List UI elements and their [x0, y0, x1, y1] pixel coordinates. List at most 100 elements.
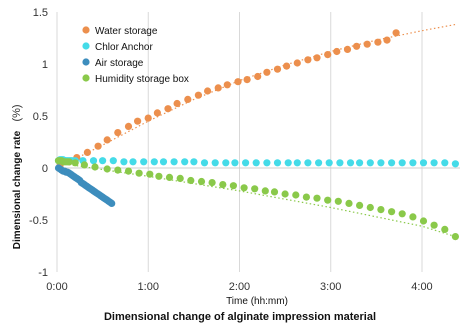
data-point	[124, 122, 133, 130]
data-point	[345, 199, 353, 207]
data-point	[281, 190, 289, 198]
data-point	[284, 159, 292, 167]
data-point	[65, 158, 73, 166]
legend-marker	[82, 58, 90, 66]
data-point	[114, 129, 122, 137]
trend-lines	[56, 23, 456, 238]
data-point	[251, 185, 259, 193]
data-point	[313, 54, 321, 62]
data-point	[263, 159, 271, 167]
data-point	[114, 166, 122, 174]
data-point	[263, 68, 271, 76]
data-point	[140, 158, 148, 166]
data-point	[302, 193, 310, 201]
data-point	[234, 78, 242, 86]
data-point	[336, 159, 344, 167]
data-point	[94, 142, 102, 150]
data-point	[129, 158, 137, 166]
data-point	[231, 159, 239, 167]
data-point	[176, 174, 184, 182]
data-point	[343, 45, 352, 54]
series-points	[54, 164, 116, 207]
data-point	[441, 225, 449, 233]
data-point	[173, 99, 181, 108]
data-point	[89, 157, 98, 165]
data-point	[270, 188, 279, 196]
data-point	[134, 117, 142, 125]
data-point	[273, 65, 282, 73]
data-point	[292, 191, 300, 199]
data-point	[346, 159, 355, 167]
data-point	[356, 201, 364, 209]
data-point	[325, 159, 333, 167]
x-tick-label: 1:00	[138, 281, 159, 293]
data-point	[135, 169, 143, 177]
x-tick-label: 3:00	[320, 281, 341, 293]
data-point	[204, 87, 212, 95]
x-axis-label: Time (hh:mm)	[226, 296, 288, 307]
data-point	[333, 47, 341, 56]
data-point	[150, 158, 158, 166]
data-point	[293, 59, 301, 67]
legend-label: Water storage	[95, 26, 158, 37]
y-tick-label: 1	[42, 59, 48, 71]
series-points	[54, 156, 459, 168]
data-point	[197, 177, 206, 186]
data-point	[353, 42, 361, 50]
data-point	[83, 148, 91, 156]
data-point	[165, 173, 174, 181]
data-point	[91, 163, 99, 171]
data-point	[108, 199, 116, 207]
data-point	[208, 179, 216, 187]
data-point	[451, 160, 459, 168]
data-point	[374, 38, 382, 46]
legend-marker	[82, 26, 90, 34]
data-point	[419, 159, 428, 167]
data-point	[194, 91, 202, 99]
data-point	[324, 196, 332, 204]
data-point	[155, 172, 163, 180]
y-tick-label: -0.5	[29, 215, 48, 227]
y-axis-unit: (%)	[11, 104, 23, 121]
data-point	[164, 105, 172, 113]
data-point	[283, 62, 291, 70]
y-axis-ticks: -1 -0.5 0 0.5 1 1.5	[29, 7, 48, 279]
data-point	[451, 233, 459, 241]
data-point	[120, 158, 128, 166]
data-point	[409, 159, 417, 167]
data-point	[419, 217, 428, 225]
data-point	[430, 221, 438, 229]
data-point	[211, 159, 219, 167]
legend-label: Chlor Anchor	[95, 42, 153, 53]
data-point	[409, 213, 417, 221]
chart-title: Dimensional change of alginate impressio…	[104, 311, 376, 323]
data-point	[398, 159, 406, 167]
data-point	[363, 40, 371, 48]
series-points	[56, 29, 400, 170]
data-point	[293, 159, 301, 167]
data-point	[430, 159, 438, 167]
data-point	[398, 210, 406, 218]
data-point	[103, 136, 111, 144]
data-point	[383, 36, 391, 44]
data-point	[144, 114, 152, 122]
data-point	[388, 208, 396, 216]
data-point	[324, 51, 332, 59]
data-point	[388, 159, 396, 167]
data-point	[254, 72, 262, 81]
y-tick-label: 0	[42, 163, 48, 175]
trend-line	[56, 23, 456, 169]
y-axis-label: Dimensional change rate	[12, 130, 23, 249]
series-points	[54, 157, 459, 241]
data-point	[99, 157, 107, 165]
data-point	[200, 159, 209, 167]
y-tick-label: 0.5	[33, 111, 48, 123]
data-point	[273, 159, 282, 167]
data-point	[366, 203, 374, 212]
data-point	[170, 158, 178, 166]
data-point	[222, 159, 230, 167]
data-point	[356, 159, 364, 167]
data-point	[223, 81, 231, 89]
y-tick-label: -1	[38, 267, 48, 279]
